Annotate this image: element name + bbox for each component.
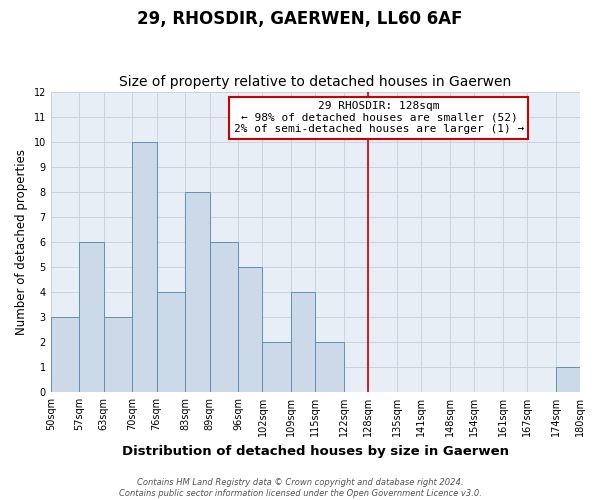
Title: Size of property relative to detached houses in Gaerwen: Size of property relative to detached ho… [119,76,512,90]
Bar [238,267,262,392]
Bar [556,367,580,392]
X-axis label: Distribution of detached houses by size in Gaerwen: Distribution of detached houses by size … [122,444,509,458]
Bar [262,342,291,392]
Bar [316,342,344,392]
Text: Contains HM Land Registry data © Crown copyright and database right 2024.
Contai: Contains HM Land Registry data © Crown c… [119,478,481,498]
Bar [132,142,157,392]
Bar [185,192,209,392]
Bar [104,317,132,392]
Bar [157,292,185,392]
Text: 29, RHOSDIR, GAERWEN, LL60 6AF: 29, RHOSDIR, GAERWEN, LL60 6AF [137,10,463,28]
Bar [291,292,316,392]
Bar [209,242,238,392]
Y-axis label: Number of detached properties: Number of detached properties [15,149,28,335]
Bar [51,317,79,392]
Text: 29 RHOSDIR: 128sqm
← 98% of detached houses are smaller (52)
2% of semi-detached: 29 RHOSDIR: 128sqm ← 98% of detached hou… [234,101,524,134]
Bar [79,242,104,392]
